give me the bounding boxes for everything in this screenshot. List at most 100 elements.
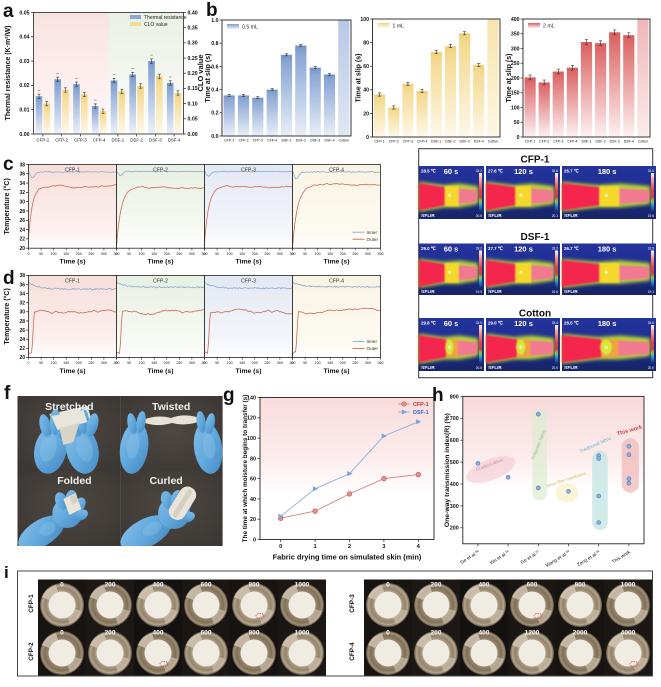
svg-text:Time (s): Time (s) — [148, 368, 174, 375]
svg-text:150: 150 — [239, 361, 245, 365]
svg-text:❋: ❋ — [604, 270, 608, 276]
svg-text:❋: ❋ — [604, 345, 608, 351]
svg-text:0.02: 0.02 — [19, 83, 29, 89]
svg-text:DSF-2: DSF-2 — [596, 139, 606, 143]
svg-text:200: 200 — [340, 361, 346, 365]
svg-text:600: 600 — [200, 582, 211, 589]
svg-text:DSF-3: DSF-3 — [610, 139, 620, 143]
svg-text:200: 200 — [252, 361, 258, 365]
svg-text:0: 0 — [292, 361, 294, 365]
svg-text:400: 400 — [152, 630, 163, 637]
svg-text:Stretched: Stretched — [45, 401, 93, 413]
svg-text:50: 50 — [127, 252, 131, 256]
svg-text:350: 350 — [290, 252, 296, 256]
svg-text:800: 800 — [248, 630, 259, 637]
svg-text:g: g — [223, 385, 235, 406]
svg-text:CFP-1: CFP-1 — [224, 138, 234, 142]
svg-text:19.6: 19.6 — [552, 290, 558, 294]
svg-text:1000: 1000 — [295, 630, 310, 637]
svg-text:40: 40 — [250, 497, 256, 503]
svg-text:DSF-1: DSF-1 — [581, 139, 591, 143]
svg-text:Time (s): Time (s) — [148, 259, 174, 266]
svg-text:DSF-1: DSF-1 — [521, 232, 550, 243]
svg-text:CFP-1: CFP-1 — [37, 138, 50, 143]
svg-text:350: 350 — [114, 361, 120, 365]
svg-text:60 s: 60 s — [444, 245, 459, 254]
svg-text:24: 24 — [19, 337, 25, 343]
svg-text:50: 50 — [514, 120, 520, 126]
svg-text:0.25: 0.25 — [188, 56, 198, 62]
svg-text:100: 100 — [227, 361, 233, 365]
svg-text:38: 38 — [19, 162, 25, 168]
svg-text:120 s: 120 s — [514, 319, 533, 328]
svg-text:0.00: 0.00 — [188, 132, 198, 138]
svg-text:CFP-3: CFP-3 — [74, 138, 87, 143]
svg-text:❋: ❋ — [447, 345, 451, 351]
svg-text:20: 20 — [19, 355, 25, 361]
svg-text:250: 250 — [352, 252, 358, 256]
svg-text:120 s: 120 s — [514, 245, 533, 254]
svg-text:CFP-4: CFP-4 — [93, 138, 106, 143]
svg-text:CFP-1: CFP-1 — [375, 139, 385, 143]
svg-text:400: 400 — [152, 582, 163, 589]
svg-text:CFP-1: CFP-1 — [28, 594, 35, 613]
svg-text:350: 350 — [378, 361, 384, 365]
svg-text:60: 60 — [250, 477, 256, 483]
svg-text:100: 100 — [315, 252, 321, 256]
svg-text:0: 0 — [386, 630, 390, 637]
svg-text:29.0 ℃: 29.0 ℃ — [488, 321, 503, 326]
svg-text:0: 0 — [279, 544, 282, 550]
svg-text:300: 300 — [101, 361, 107, 365]
svg-text:200: 200 — [104, 582, 115, 589]
svg-text:0.4: 0.4 — [211, 88, 218, 94]
svg-text:250: 250 — [176, 361, 182, 365]
svg-text:The time at which moisture beg: The time at which moisture begins to tra… — [242, 395, 249, 543]
svg-text:0: 0 — [517, 135, 520, 141]
svg-text:d: d — [3, 268, 15, 289]
svg-text:150: 150 — [239, 252, 245, 256]
svg-text:36: 36 — [19, 172, 25, 178]
svg-text:Cotton: Cotton — [638, 139, 648, 143]
svg-text:DSF-2: DSF-2 — [296, 138, 306, 142]
svg-text:0: 0 — [253, 537, 256, 543]
svg-text:19.6: 19.6 — [648, 214, 654, 218]
svg-text:0: 0 — [28, 252, 30, 256]
svg-text:CFP-3: CFP-3 — [253, 138, 263, 142]
svg-text:200: 200 — [430, 582, 441, 589]
svg-text:34: 34 — [19, 291, 25, 297]
svg-text:0.30: 0.30 — [188, 41, 198, 47]
svg-text:33.2: 33.2 — [476, 247, 482, 251]
svg-text:2 mL: 2 mL — [543, 24, 555, 30]
svg-text:f: f — [4, 383, 11, 404]
svg-text:Thermal resistance: Thermal resistance — [144, 15, 187, 21]
svg-text:200: 200 — [104, 630, 115, 637]
svg-text:200: 200 — [252, 252, 258, 256]
svg-text:60 s: 60 s — [444, 167, 459, 176]
svg-text:4000: 4000 — [621, 630, 636, 637]
svg-text:29.8 ℃: 29.8 ℃ — [421, 321, 436, 326]
svg-text:180 s: 180 s — [598, 319, 617, 328]
svg-text:350: 350 — [290, 361, 296, 365]
svg-text:600: 600 — [450, 438, 459, 444]
svg-text:300: 300 — [277, 252, 283, 256]
svg-text:1000: 1000 — [621, 582, 636, 589]
svg-text:30: 30 — [19, 200, 25, 206]
svg-text:Twisted: Twisted — [152, 401, 190, 413]
svg-text:0: 0 — [292, 252, 294, 256]
svg-text:250: 250 — [264, 361, 270, 365]
svg-text:150: 150 — [151, 252, 157, 256]
svg-text:CFP-4: CFP-4 — [349, 642, 356, 661]
svg-text:32: 32 — [19, 301, 25, 307]
svg-text:22: 22 — [19, 346, 25, 352]
svg-text:700: 700 — [450, 416, 459, 422]
svg-text:CFP-2: CFP-2 — [238, 138, 248, 142]
svg-text:28: 28 — [19, 209, 25, 215]
svg-text:DSF-3: DSF-3 — [149, 138, 162, 143]
svg-text:0: 0 — [116, 361, 118, 365]
svg-text:Time (s): Time (s) — [236, 259, 262, 266]
svg-text:DSF-2: DSF-2 — [130, 138, 143, 143]
svg-text:400: 400 — [478, 630, 489, 637]
svg-text:800: 800 — [248, 582, 259, 589]
svg-text:200: 200 — [76, 361, 82, 365]
svg-text:πFLIR: πFLIR — [564, 289, 578, 294]
